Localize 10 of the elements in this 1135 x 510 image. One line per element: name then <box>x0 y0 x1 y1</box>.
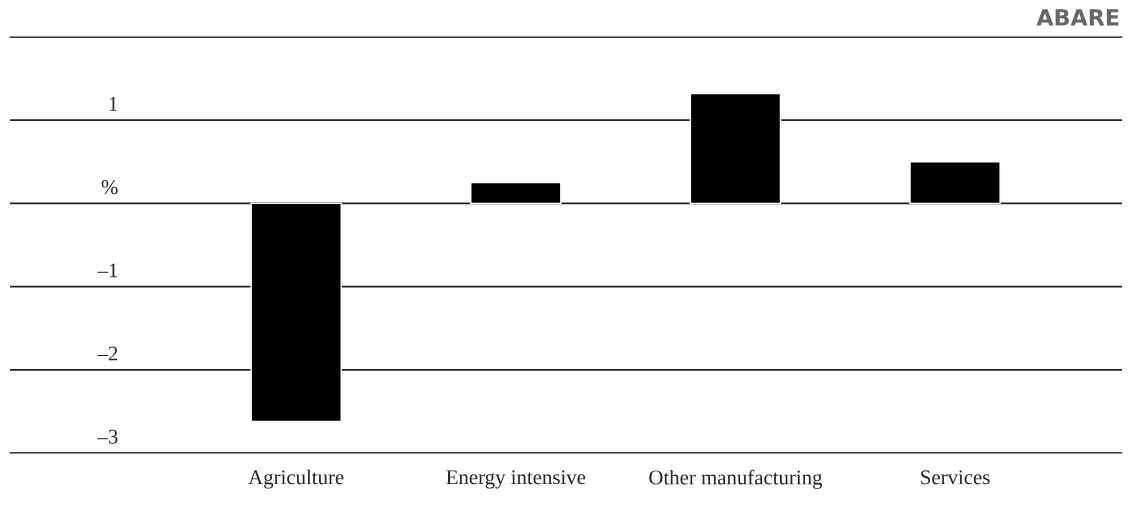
x-tick-label: Energy intensive <box>446 470 586 489</box>
y-tick-label: –2 <box>97 346 118 361</box>
y-tick-label: % <box>101 180 118 195</box>
x-tick-label: Agriculture <box>248 469 344 489</box>
x-tick-label: Services <box>921 470 990 485</box>
y-tick-label: 1 <box>109 97 118 111</box>
text: ABARE <box>1036 9 1119 26</box>
y-tick-label: –1 <box>97 263 118 278</box>
x-tick-label: Other manufacturing <box>649 469 823 489</box>
y-tick-label: –3 <box>97 429 118 444</box>
